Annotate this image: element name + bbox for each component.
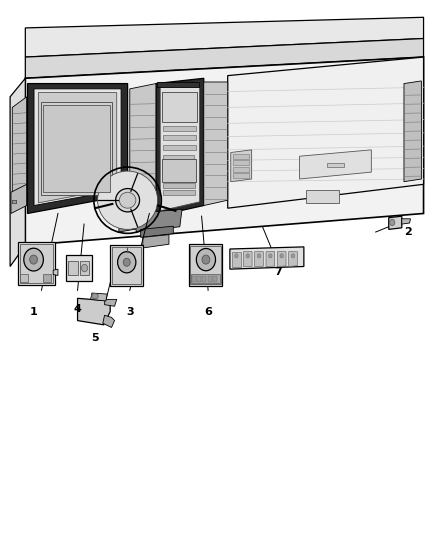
- Polygon shape: [232, 252, 241, 266]
- Polygon shape: [12, 97, 27, 198]
- Polygon shape: [300, 150, 371, 179]
- Text: 4: 4: [74, 304, 81, 314]
- Text: 5: 5: [91, 333, 99, 343]
- Text: 3: 3: [126, 306, 134, 317]
- Polygon shape: [254, 252, 263, 266]
- Polygon shape: [112, 247, 141, 284]
- Polygon shape: [39, 93, 117, 203]
- Ellipse shape: [246, 254, 250, 258]
- Ellipse shape: [92, 294, 98, 299]
- Polygon shape: [143, 235, 169, 248]
- Polygon shape: [402, 219, 410, 224]
- Polygon shape: [141, 226, 173, 237]
- Polygon shape: [53, 269, 58, 276]
- Polygon shape: [110, 245, 143, 286]
- FancyBboxPatch shape: [157, 82, 198, 87]
- FancyBboxPatch shape: [163, 144, 196, 150]
- Polygon shape: [188, 244, 223, 286]
- Polygon shape: [277, 252, 286, 266]
- Polygon shape: [34, 89, 121, 206]
- FancyBboxPatch shape: [202, 276, 206, 282]
- Polygon shape: [160, 82, 199, 211]
- FancyBboxPatch shape: [163, 135, 196, 140]
- Ellipse shape: [98, 171, 158, 229]
- Polygon shape: [66, 255, 92, 281]
- Polygon shape: [18, 241, 55, 285]
- FancyBboxPatch shape: [233, 167, 249, 172]
- Polygon shape: [11, 184, 27, 214]
- Polygon shape: [78, 298, 110, 325]
- FancyBboxPatch shape: [163, 155, 194, 160]
- FancyBboxPatch shape: [163, 126, 196, 131]
- Polygon shape: [204, 82, 228, 206]
- Polygon shape: [134, 209, 182, 232]
- Ellipse shape: [235, 254, 238, 258]
- Polygon shape: [190, 246, 221, 284]
- Polygon shape: [289, 252, 297, 266]
- FancyBboxPatch shape: [208, 276, 212, 282]
- Text: 7: 7: [274, 267, 282, 277]
- FancyBboxPatch shape: [41, 102, 113, 195]
- Polygon shape: [105, 300, 117, 306]
- Polygon shape: [119, 216, 149, 232]
- Polygon shape: [103, 316, 115, 327]
- FancyBboxPatch shape: [233, 160, 249, 165]
- FancyBboxPatch shape: [163, 190, 195, 195]
- FancyBboxPatch shape: [20, 274, 28, 282]
- Polygon shape: [25, 17, 424, 57]
- FancyBboxPatch shape: [163, 183, 195, 188]
- Polygon shape: [156, 78, 204, 216]
- Polygon shape: [20, 244, 53, 283]
- FancyBboxPatch shape: [162, 92, 197, 122]
- Text: 1: 1: [30, 306, 38, 317]
- Polygon shape: [266, 252, 275, 266]
- Ellipse shape: [268, 254, 272, 258]
- Ellipse shape: [119, 192, 136, 208]
- FancyBboxPatch shape: [68, 261, 78, 275]
- FancyBboxPatch shape: [192, 276, 196, 282]
- FancyBboxPatch shape: [12, 200, 16, 203]
- FancyBboxPatch shape: [12, 200, 16, 203]
- FancyBboxPatch shape: [43, 105, 110, 192]
- Text: 2: 2: [404, 227, 412, 237]
- FancyBboxPatch shape: [80, 261, 89, 275]
- Ellipse shape: [291, 254, 295, 258]
- FancyBboxPatch shape: [213, 276, 217, 282]
- FancyBboxPatch shape: [162, 159, 196, 182]
- Ellipse shape: [257, 254, 261, 258]
- Polygon shape: [130, 84, 156, 216]
- Text: 6: 6: [204, 306, 212, 317]
- FancyBboxPatch shape: [327, 163, 344, 167]
- Polygon shape: [25, 57, 424, 245]
- Ellipse shape: [24, 248, 43, 271]
- FancyBboxPatch shape: [233, 173, 249, 178]
- Polygon shape: [389, 216, 402, 229]
- Polygon shape: [230, 247, 304, 269]
- FancyBboxPatch shape: [191, 274, 220, 283]
- FancyBboxPatch shape: [233, 154, 249, 159]
- FancyBboxPatch shape: [12, 200, 16, 203]
- Ellipse shape: [280, 254, 283, 258]
- Ellipse shape: [117, 252, 136, 273]
- Ellipse shape: [196, 248, 215, 271]
- Ellipse shape: [116, 189, 140, 212]
- Polygon shape: [231, 150, 252, 182]
- FancyBboxPatch shape: [43, 274, 51, 282]
- FancyBboxPatch shape: [12, 200, 16, 203]
- Ellipse shape: [390, 219, 395, 225]
- Ellipse shape: [123, 259, 130, 266]
- Polygon shape: [25, 38, 424, 78]
- Ellipse shape: [202, 255, 210, 264]
- FancyBboxPatch shape: [197, 276, 201, 282]
- Polygon shape: [10, 78, 25, 266]
- FancyBboxPatch shape: [306, 190, 339, 203]
- Polygon shape: [404, 81, 421, 182]
- Ellipse shape: [81, 264, 88, 272]
- Polygon shape: [228, 57, 424, 208]
- Polygon shape: [28, 84, 127, 214]
- Polygon shape: [91, 293, 107, 301]
- Ellipse shape: [30, 255, 38, 264]
- Polygon shape: [244, 252, 252, 266]
